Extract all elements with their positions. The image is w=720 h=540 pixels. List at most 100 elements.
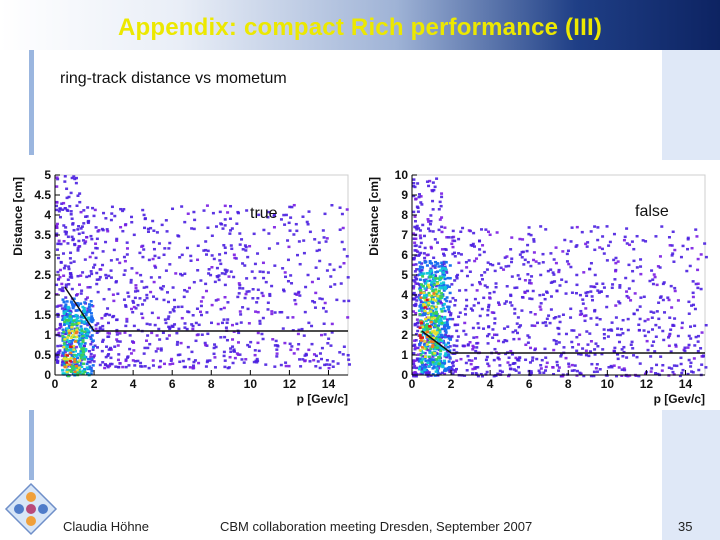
density-cell [639, 265, 643, 268]
density-cell [613, 278, 617, 281]
density-cell [201, 296, 205, 299]
density-cell [125, 241, 129, 244]
density-cell [75, 328, 79, 332]
density-cell [313, 306, 317, 309]
x-tick-label: 14 [322, 377, 336, 391]
density-cell [89, 326, 93, 329]
density-cell [582, 374, 586, 378]
density-cell [108, 364, 112, 368]
density-cell [439, 276, 443, 280]
density-cell [442, 341, 446, 345]
density-cell [146, 230, 150, 233]
density-cell [191, 324, 195, 328]
density-cell [328, 263, 332, 266]
density-cell [150, 311, 154, 315]
density-cell [522, 263, 526, 266]
density-cell [613, 346, 617, 350]
density-cell [79, 356, 83, 360]
density-cell [446, 318, 450, 321]
density-cell [129, 352, 133, 355]
density-cell [136, 289, 140, 293]
density-cell [538, 293, 542, 297]
density-cell [301, 358, 305, 361]
density-cell [304, 352, 308, 356]
density-cell [183, 220, 187, 224]
density-cell [58, 275, 62, 279]
density-cell [581, 298, 585, 301]
density-cell [65, 357, 69, 361]
density-cell [625, 356, 629, 359]
density-cell [64, 303, 68, 306]
density-cell [241, 306, 245, 309]
density-cell [422, 234, 426, 238]
density-cell [467, 229, 471, 232]
density-cell [66, 209, 70, 213]
density-cell [70, 176, 74, 180]
density-cell [90, 317, 94, 320]
density-cell [64, 296, 68, 299]
density-cell [433, 324, 437, 327]
density-cell [278, 310, 282, 314]
density-cell [77, 283, 81, 286]
density-cell [428, 361, 432, 364]
density-cell [440, 346, 444, 350]
density-cell [65, 300, 69, 303]
density-cell [275, 352, 279, 355]
density-cell [85, 275, 89, 279]
density-cell [152, 280, 156, 284]
density-cell [81, 369, 85, 373]
density-cell [484, 358, 488, 362]
density-cell [449, 312, 453, 315]
density-cell [89, 355, 93, 359]
density-cell [654, 323, 658, 327]
y-tick-label: 6 [401, 248, 408, 262]
density-cell [557, 341, 561, 344]
density-cell [192, 280, 196, 284]
density-cell [465, 369, 469, 372]
y-tick-label: 1 [44, 328, 51, 342]
density-cell [232, 253, 236, 257]
density-cell [608, 240, 612, 244]
density-cell [442, 275, 446, 279]
density-cell [152, 295, 156, 298]
density-cell [142, 213, 146, 217]
density-cell [570, 329, 574, 332]
density-cell [82, 316, 86, 320]
density-cell [77, 245, 81, 248]
density-cell [345, 255, 349, 258]
density-cell [255, 357, 259, 361]
density-cell [439, 340, 443, 344]
density-cell [69, 339, 73, 343]
density-cell [569, 307, 573, 311]
density-cell [156, 347, 160, 350]
density-cell [242, 361, 246, 364]
density-cell [442, 267, 446, 270]
density-cell [61, 208, 65, 211]
density-cell [85, 366, 89, 369]
density-cell [642, 329, 646, 332]
density-cell [71, 366, 75, 370]
density-cell [426, 374, 430, 378]
density-cell [256, 310, 260, 314]
density-cell [325, 358, 329, 362]
density-cell [161, 285, 165, 288]
density-cell [82, 222, 86, 225]
density-cell [493, 374, 497, 377]
density-cell [144, 339, 148, 342]
density-cell [470, 244, 474, 247]
density-cell [426, 284, 430, 288]
density-cell [434, 290, 438, 294]
density-cell [437, 328, 441, 332]
density-cell [554, 315, 558, 319]
density-cell [424, 317, 428, 321]
density-cell [673, 289, 677, 293]
density-cell [528, 279, 532, 282]
density-cell [55, 204, 59, 208]
density-cell [591, 298, 595, 302]
density-cell [318, 297, 322, 300]
density-cell [431, 334, 435, 338]
density-cell [238, 232, 242, 235]
density-cell [507, 264, 511, 268]
density-cell [75, 368, 79, 372]
density-cell [271, 338, 275, 341]
